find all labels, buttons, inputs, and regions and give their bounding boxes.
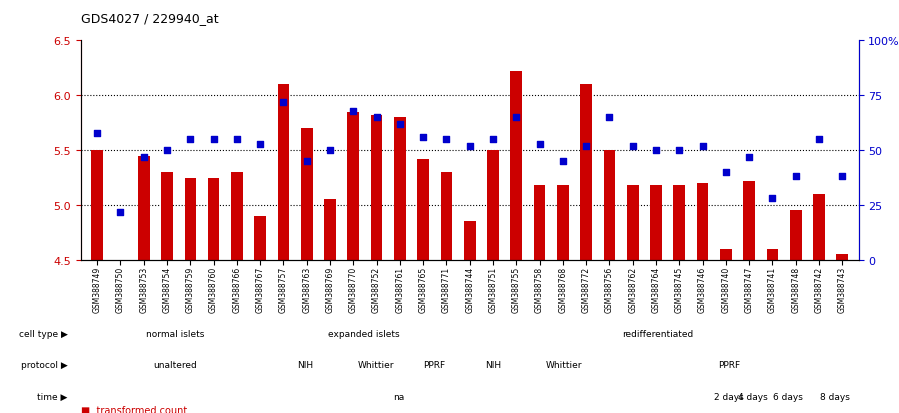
Bar xyxy=(720,249,732,260)
Bar xyxy=(370,116,382,260)
Point xyxy=(369,114,384,121)
Bar xyxy=(627,186,638,260)
Bar xyxy=(301,129,313,260)
Point xyxy=(556,158,570,165)
Point xyxy=(812,136,826,143)
Point xyxy=(299,158,314,165)
Bar xyxy=(836,255,848,260)
Point xyxy=(835,174,850,180)
Point xyxy=(416,134,431,141)
Bar xyxy=(697,183,708,260)
Point xyxy=(579,143,593,150)
Bar xyxy=(743,181,755,260)
Text: NIH: NIH xyxy=(297,360,313,369)
Text: ■  transformed count: ■ transformed count xyxy=(81,405,187,413)
Point xyxy=(509,114,523,121)
Point xyxy=(440,136,454,143)
Point xyxy=(160,147,174,154)
Point xyxy=(742,154,756,161)
Text: NIH: NIH xyxy=(485,360,502,369)
Bar xyxy=(254,216,266,260)
Bar xyxy=(673,186,685,260)
Bar xyxy=(534,186,546,260)
Text: 6 days: 6 days xyxy=(773,392,803,401)
Bar xyxy=(348,112,359,260)
Point xyxy=(393,121,407,128)
Bar xyxy=(767,249,779,260)
Point xyxy=(602,114,617,121)
Text: cell type ▶: cell type ▶ xyxy=(19,329,67,338)
Bar xyxy=(650,186,662,260)
Text: 4 days: 4 days xyxy=(737,392,768,401)
Bar xyxy=(184,178,196,260)
Text: time ▶: time ▶ xyxy=(37,392,67,401)
Text: 2 days: 2 days xyxy=(714,392,743,401)
Point xyxy=(485,136,500,143)
Text: PPRF: PPRF xyxy=(718,360,740,369)
Text: GDS4027 / 229940_at: GDS4027 / 229940_at xyxy=(81,12,218,25)
Point xyxy=(113,209,128,215)
Bar xyxy=(511,72,522,260)
Point xyxy=(462,143,476,150)
Point xyxy=(137,154,151,161)
Point xyxy=(90,130,104,137)
Point xyxy=(718,169,733,176)
Bar xyxy=(603,151,615,260)
Bar xyxy=(557,186,569,260)
Text: PPRF: PPRF xyxy=(423,360,445,369)
Point xyxy=(183,136,198,143)
Bar xyxy=(417,159,429,260)
Text: Whittier: Whittier xyxy=(546,360,583,369)
Bar xyxy=(441,173,452,260)
Point xyxy=(532,141,547,147)
Point xyxy=(672,147,687,154)
Point xyxy=(253,141,267,147)
Text: normal islets: normal islets xyxy=(146,329,204,338)
Text: Whittier: Whittier xyxy=(357,360,394,369)
Bar xyxy=(278,85,289,260)
Bar xyxy=(231,173,243,260)
Text: protocol ▶: protocol ▶ xyxy=(21,360,67,369)
Bar xyxy=(487,151,499,260)
Text: 8 days: 8 days xyxy=(820,392,850,401)
Bar xyxy=(161,173,173,260)
Text: unaltered: unaltered xyxy=(154,360,197,369)
Point xyxy=(276,99,290,106)
Point xyxy=(695,143,709,150)
Bar xyxy=(790,211,802,260)
Bar xyxy=(138,156,149,260)
Bar xyxy=(92,151,103,260)
Text: expanded islets: expanded islets xyxy=(328,329,399,338)
Text: redifferentiated: redifferentiated xyxy=(623,329,694,338)
Point xyxy=(626,143,640,150)
Bar xyxy=(581,85,592,260)
Bar xyxy=(813,195,824,260)
Bar xyxy=(464,222,476,260)
Point xyxy=(323,147,337,154)
Point xyxy=(207,136,221,143)
Point xyxy=(649,147,663,154)
Bar xyxy=(394,118,405,260)
Bar xyxy=(325,200,336,260)
Bar xyxy=(208,178,219,260)
Text: na: na xyxy=(394,392,405,401)
Point xyxy=(765,196,779,202)
Point xyxy=(346,108,360,115)
Point xyxy=(788,174,803,180)
Point xyxy=(230,136,245,143)
